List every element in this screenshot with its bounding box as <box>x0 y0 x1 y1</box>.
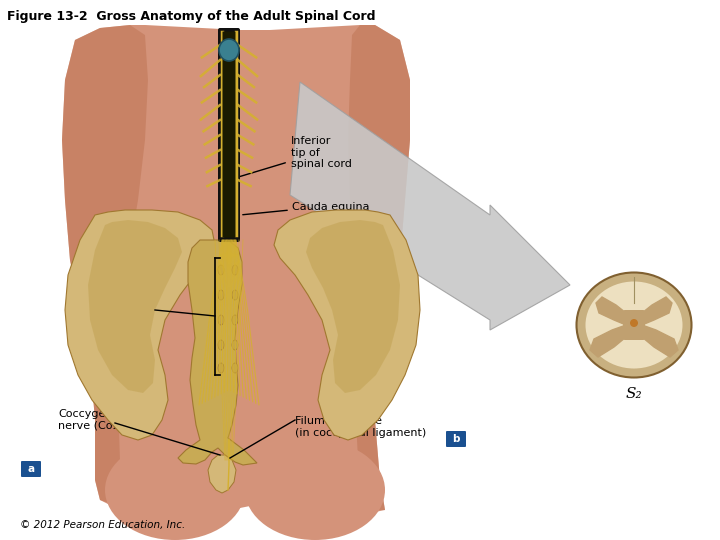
Text: Cauda equina: Cauda equina <box>292 202 369 212</box>
Ellipse shape <box>218 315 224 325</box>
Ellipse shape <box>232 340 238 350</box>
Polygon shape <box>290 82 570 330</box>
Polygon shape <box>88 220 182 393</box>
Polygon shape <box>630 347 638 369</box>
Circle shape <box>630 319 638 327</box>
Text: Inferior
tip of
spinal cord: Inferior tip of spinal cord <box>291 136 352 169</box>
Ellipse shape <box>232 290 238 300</box>
FancyBboxPatch shape <box>21 461 41 477</box>
Ellipse shape <box>232 265 238 275</box>
Ellipse shape <box>218 340 224 350</box>
Text: S₂: S₂ <box>218 278 230 287</box>
Text: S₄: S₄ <box>218 323 230 333</box>
Polygon shape <box>274 210 420 440</box>
FancyBboxPatch shape <box>222 31 235 238</box>
Ellipse shape <box>577 273 691 377</box>
Ellipse shape <box>218 290 224 300</box>
Ellipse shape <box>218 265 224 275</box>
Polygon shape <box>348 25 410 510</box>
Text: a: a <box>27 464 35 474</box>
Text: Figure 13-2  Gross Anatomy of the Adult Spinal Cord: Figure 13-2 Gross Anatomy of the Adult S… <box>7 10 376 23</box>
Polygon shape <box>65 210 215 440</box>
Text: Coccygeal
nerve (Co₁): Coccygeal nerve (Co₁) <box>58 409 122 431</box>
Text: S₅: S₅ <box>218 348 230 357</box>
Polygon shape <box>596 297 626 325</box>
Ellipse shape <box>219 39 239 61</box>
Text: Filum terminale
(in coccygeal ligament): Filum terminale (in coccygeal ligament) <box>295 416 426 437</box>
FancyBboxPatch shape <box>218 28 240 242</box>
Text: b: b <box>452 434 460 444</box>
Text: S₃: S₃ <box>218 299 230 307</box>
Polygon shape <box>306 220 400 393</box>
Text: Sacral spinal
nerves: Sacral spinal nerves <box>82 297 153 319</box>
Ellipse shape <box>232 315 238 325</box>
Polygon shape <box>642 297 672 325</box>
FancyBboxPatch shape <box>623 310 645 340</box>
Ellipse shape <box>232 363 238 373</box>
Ellipse shape <box>218 363 224 373</box>
Polygon shape <box>642 325 678 357</box>
Text: © 2012 Pearson Education, Inc.: © 2012 Pearson Education, Inc. <box>20 520 185 530</box>
Ellipse shape <box>585 281 683 368</box>
Text: S₂: S₂ <box>626 387 642 401</box>
Polygon shape <box>208 455 236 493</box>
Polygon shape <box>590 325 626 357</box>
Ellipse shape <box>245 440 385 540</box>
FancyBboxPatch shape <box>446 431 466 447</box>
Text: S₁: S₁ <box>218 259 230 267</box>
Polygon shape <box>62 25 410 515</box>
Ellipse shape <box>105 440 245 540</box>
Polygon shape <box>62 25 148 505</box>
Polygon shape <box>178 240 257 465</box>
